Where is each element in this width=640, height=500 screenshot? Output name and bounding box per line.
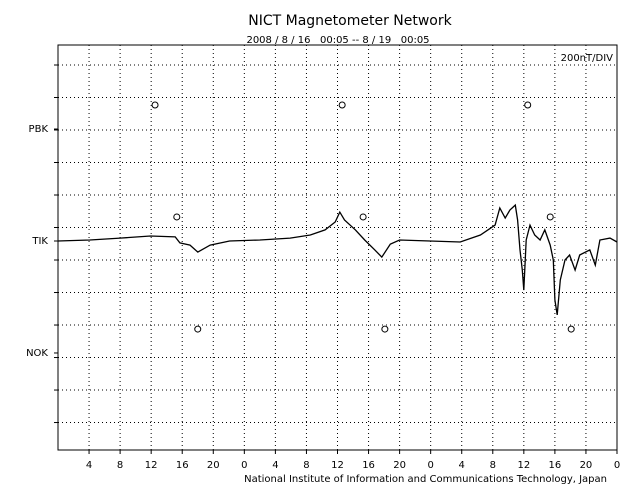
x-tick-label: 8: [303, 460, 309, 471]
x-tick-label: 16: [549, 460, 562, 471]
station-label: NOK: [26, 348, 48, 359]
x-tick-label: 8: [117, 460, 123, 471]
x-tick-label: 16: [362, 460, 375, 471]
station-label: PBK: [29, 124, 49, 135]
marker: [173, 213, 181, 221]
marker: [567, 325, 575, 333]
x-tick-label: 0: [614, 460, 620, 471]
x-tick-label: 4: [272, 460, 278, 471]
x-tick-label: 12: [145, 460, 158, 471]
footer: National Institute of Information and Co…: [244, 474, 607, 485]
trace: [57, 203, 618, 315]
station-label: TIK: [31, 236, 48, 247]
x-tick-label: 8: [490, 460, 496, 471]
marker: [546, 213, 554, 221]
marker: [338, 101, 346, 109]
chart-subtitle: 2008 / 8 / 16 00:05 -- 8 / 19 00:05: [246, 35, 429, 46]
x-tick-label: 20: [207, 460, 220, 471]
x-tick-label: 4: [86, 460, 92, 471]
marker: [151, 101, 159, 109]
x-tick-label: 20: [580, 460, 593, 471]
chart-title: NICT Magnetometer Network: [248, 13, 452, 29]
marker: [381, 325, 389, 333]
x-tick-label: 4: [459, 460, 465, 471]
x-tick-label: 0: [427, 460, 433, 471]
x-tick-label: 12: [331, 460, 344, 471]
x-tick-label: 12: [517, 460, 530, 471]
marker: [194, 325, 202, 333]
x-tick-label: 0: [241, 460, 247, 471]
x-tick-label: 20: [393, 460, 406, 471]
x-tick-label: 16: [176, 460, 189, 471]
marker: [524, 101, 532, 109]
marker: [359, 213, 367, 221]
scale-label: 200nT/DIV: [561, 53, 614, 64]
